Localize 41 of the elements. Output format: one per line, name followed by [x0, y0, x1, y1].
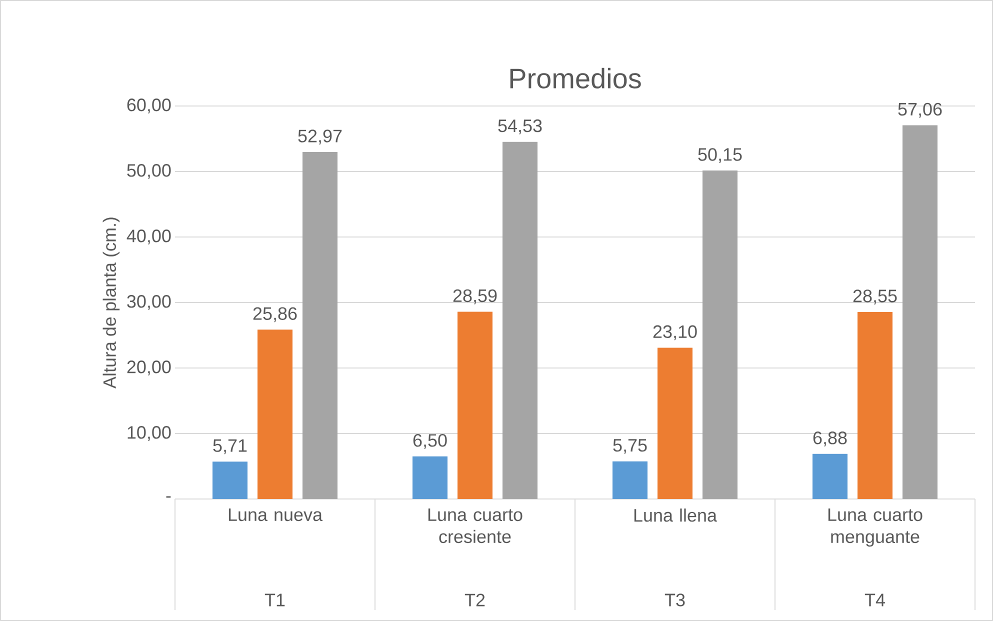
- bar: [212, 462, 248, 499]
- data-label: 57,06: [898, 102, 942, 118]
- bar: [458, 312, 493, 499]
- text: T3: [664, 594, 685, 606]
- data-label: 28,55: [853, 290, 897, 304]
- x-tick-label: Luna llena: [634, 508, 718, 522]
- y-tick-label: 50,00: [127, 164, 171, 179]
- bar: [302, 152, 338, 499]
- data-label: 54,53: [498, 119, 542, 134]
- data-label: 25,86: [253, 307, 297, 322]
- text: T4: [864, 594, 885, 606]
- y-tick-label: 20,00: [127, 360, 171, 376]
- bar: [502, 142, 538, 499]
- data-label: 52,97: [298, 130, 342, 145]
- y-tick-label: 10,00: [128, 426, 171, 441]
- y-axis-title: Altura de planta (cm.): [102, 218, 120, 389]
- chart-title: Promedios: [510, 68, 641, 88]
- text: T2: [464, 594, 485, 606]
- x-tick-label: Luna nueva: [228, 508, 323, 522]
- bar: [858, 312, 893, 499]
- bar: [258, 330, 293, 499]
- bar: [702, 170, 738, 499]
- data-label: 23,10: [653, 325, 697, 340]
- data-label: 50,15: [698, 148, 742, 163]
- bar: [412, 456, 448, 499]
- data-label: 6,88: [813, 432, 847, 446]
- data-label: 6,50: [413, 434, 447, 449]
- bar: [658, 348, 693, 499]
- x-tick-label: Luna cuarto menguante: [828, 508, 922, 547]
- bar: [612, 461, 648, 499]
- bar: [902, 125, 938, 499]
- data-label: 5,75: [613, 439, 647, 454]
- x-tick-label: Luna cuarto cresiente: [428, 508, 522, 544]
- y-tick-label: 30,00: [127, 295, 171, 310]
- y-tick-label: 40,00: [126, 230, 171, 244]
- y-tick-label: -: [166, 496, 171, 498]
- bar: [812, 454, 848, 499]
- data-label: 28,59: [453, 289, 497, 304]
- text: T1: [264, 594, 285, 606]
- y-tick-label: 60,00: [127, 98, 171, 114]
- data-label: 5,71: [213, 439, 247, 454]
